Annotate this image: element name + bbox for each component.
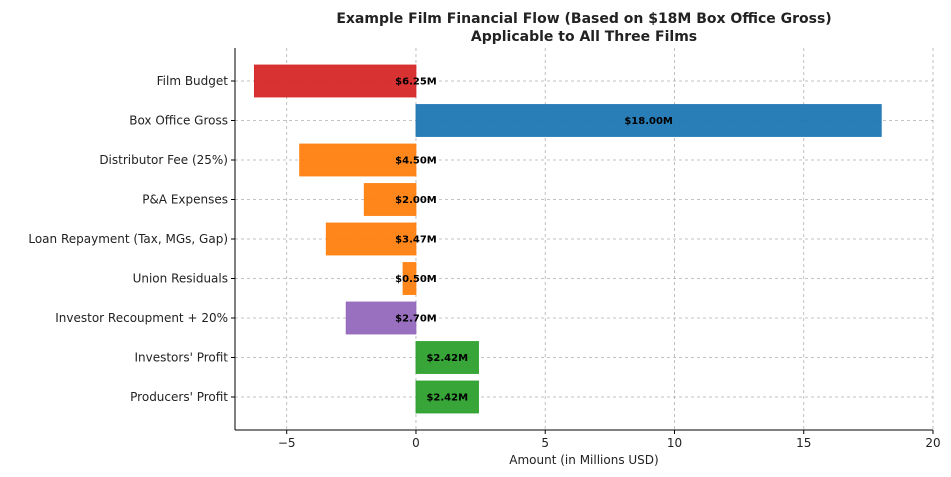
bar — [325, 222, 417, 256]
data-label: $3.47M — [395, 235, 437, 246]
bar — [253, 64, 417, 98]
bar — [299, 143, 417, 177]
x-tick-label: 20 — [925, 436, 940, 450]
data-label: $6.25M — [395, 77, 437, 88]
bar — [415, 341, 479, 374]
bar — [415, 380, 479, 414]
axes: −5 0 5 10 15 20 Film Budget Box Office Gross Dis… — [28, 48, 941, 450]
y-tick-label: Box Office Gross — [129, 114, 228, 128]
y-tick-label: Union Residuals — [133, 272, 228, 286]
data-label: $2.42M — [426, 393, 468, 404]
y-tick-label: Distributor Fee (25%) — [99, 153, 228, 167]
x-tick-label: 0 — [412, 436, 420, 450]
data-label: $4.50M — [395, 156, 437, 167]
y-tick-label: Investors' Profit — [134, 351, 228, 365]
bar — [345, 301, 417, 335]
chart-subtitle: Applicable to All Three Films — [471, 29, 697, 45]
x-tick-label: 5 — [541, 436, 549, 450]
data-label: $2.42M — [426, 353, 468, 364]
y-tick-label: Producers' Profit — [130, 390, 228, 404]
chart-title: Example Film Financial Flow (Based on $1… — [336, 11, 831, 27]
data-label: $18.00M — [624, 116, 673, 127]
data-label: $2.00M — [395, 195, 437, 206]
x-axis-label: Amount (in Millions USD) — [509, 453, 658, 467]
y-tick-label: Loan Repayment (Tax, MGs, Gap) — [28, 232, 228, 246]
bar — [402, 262, 417, 295]
y-tick-label: P&A Expenses — [142, 193, 228, 207]
bars — [253, 64, 882, 414]
x-tick-label: 10 — [667, 436, 682, 450]
x-tick-label: −5 — [278, 436, 296, 450]
bar — [363, 183, 417, 216]
data-labels: $6.25M $18.00M $4.50M $2.00M $3.47M $0.50M $2.… — [395, 77, 673, 404]
data-label: $0.50M — [395, 274, 437, 285]
bar — [415, 104, 882, 137]
x-tick-label: 15 — [796, 436, 811, 450]
y-tick-label: Investor Recoupment + 20% — [55, 311, 228, 325]
y-tick-label: Film Budget — [157, 74, 229, 88]
data-label: $2.70M — [395, 314, 437, 325]
